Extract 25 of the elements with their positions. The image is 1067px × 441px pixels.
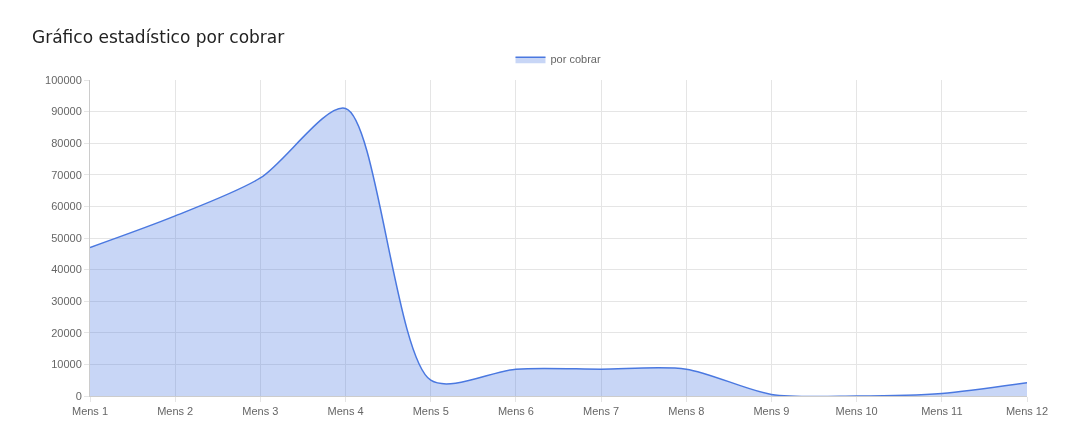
x-tick-label: Mens 9 [753,405,790,418]
y-tick-label: 60000 [51,200,82,213]
x-tick-label: Mens 10 [835,405,878,418]
x-tick-label: Mens 4 [327,405,364,418]
y-tick-label: 40000 [51,263,82,276]
chart-title: Gráfico estadístico por cobrar [32,26,285,47]
y-tick-label: 30000 [51,295,82,308]
x-tick-label: Mens 12 [1005,405,1049,418]
y-tick-label: 0 [75,389,82,402]
x-tick-label: Mens 8 [668,405,705,418]
x-tick-label: Mens 1 [71,405,109,418]
legend-label: por cobrar [550,53,601,66]
x-tick-label: Mens 3 [242,405,279,418]
x-tick-label: Mens 6 [497,405,534,418]
y-tick-label: 90000 [51,105,82,118]
x-tick-label: Mens 7 [583,405,620,418]
y-tick-label: 50000 [51,231,82,244]
y-tick-label: 10000 [51,358,82,371]
x-tick-label: Mens 2 [157,405,194,418]
y-tick-label: 80000 [51,137,82,150]
y-tick-label: 70000 [51,168,82,181]
y-tick-label: 100000 [45,73,82,86]
y-tick-label: 20000 [51,326,82,339]
x-tick-label: Mens 5 [412,405,449,418]
x-tick-label: Mens 11 [921,405,963,418]
